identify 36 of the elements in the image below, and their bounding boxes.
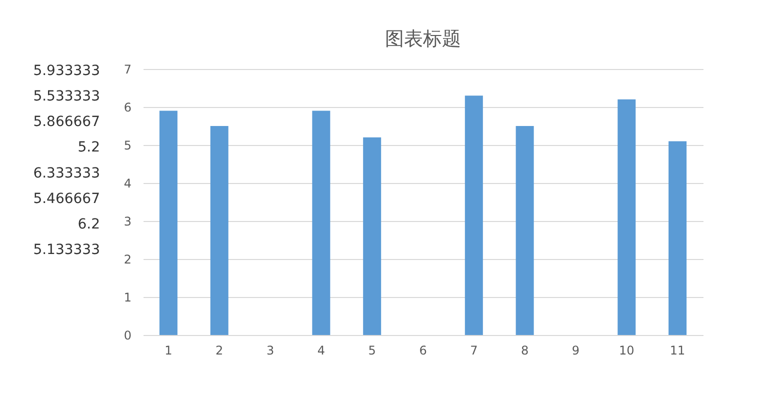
x-tick-label: 1: [164, 344, 172, 358]
y-tick-label: 7: [124, 62, 132, 76]
text: 5.933333: [33, 62, 100, 79]
text: 5.133333: [33, 242, 100, 258]
x-tick-label: 7: [470, 344, 478, 358]
x-tick-label: 4: [317, 344, 325, 358]
bar: [210, 126, 228, 335]
bar: [363, 137, 382, 335]
x-tick-label: 9: [572, 344, 580, 358]
text: 6.333333: [33, 165, 100, 182]
y-tick-label: 0: [124, 328, 132, 342]
bar: [159, 110, 178, 335]
bar: [516, 126, 534, 335]
y-tick-label: 3: [124, 214, 132, 228]
bar: [618, 99, 636, 335]
x-tick-label: 5: [368, 344, 376, 358]
text: 5.466667: [33, 190, 100, 207]
text: 5.533333: [33, 88, 100, 104]
y-tick-label: 4: [124, 176, 132, 190]
chart-title: 图表标题: [385, 28, 461, 50]
x-tick-label: 2: [216, 344, 224, 358]
bar: [668, 141, 687, 335]
text: 6.2: [78, 216, 100, 233]
y-tick-label: 6: [124, 100, 132, 114]
text: 5.866667: [33, 114, 100, 130]
x-tick-label: 10: [618, 344, 634, 358]
x-tick-label: 6: [419, 344, 427, 358]
x-tick-label: 8: [521, 344, 529, 358]
bar: [464, 96, 483, 335]
y-tick-label: 2: [124, 252, 132, 266]
y-tick-label: 5: [124, 138, 132, 152]
text: 5.2: [78, 140, 100, 156]
x-tick-label: 3: [266, 344, 274, 358]
bar: [312, 110, 330, 335]
y-tick-label: 1: [124, 290, 132, 304]
x-tick-label: 11: [670, 344, 686, 358]
